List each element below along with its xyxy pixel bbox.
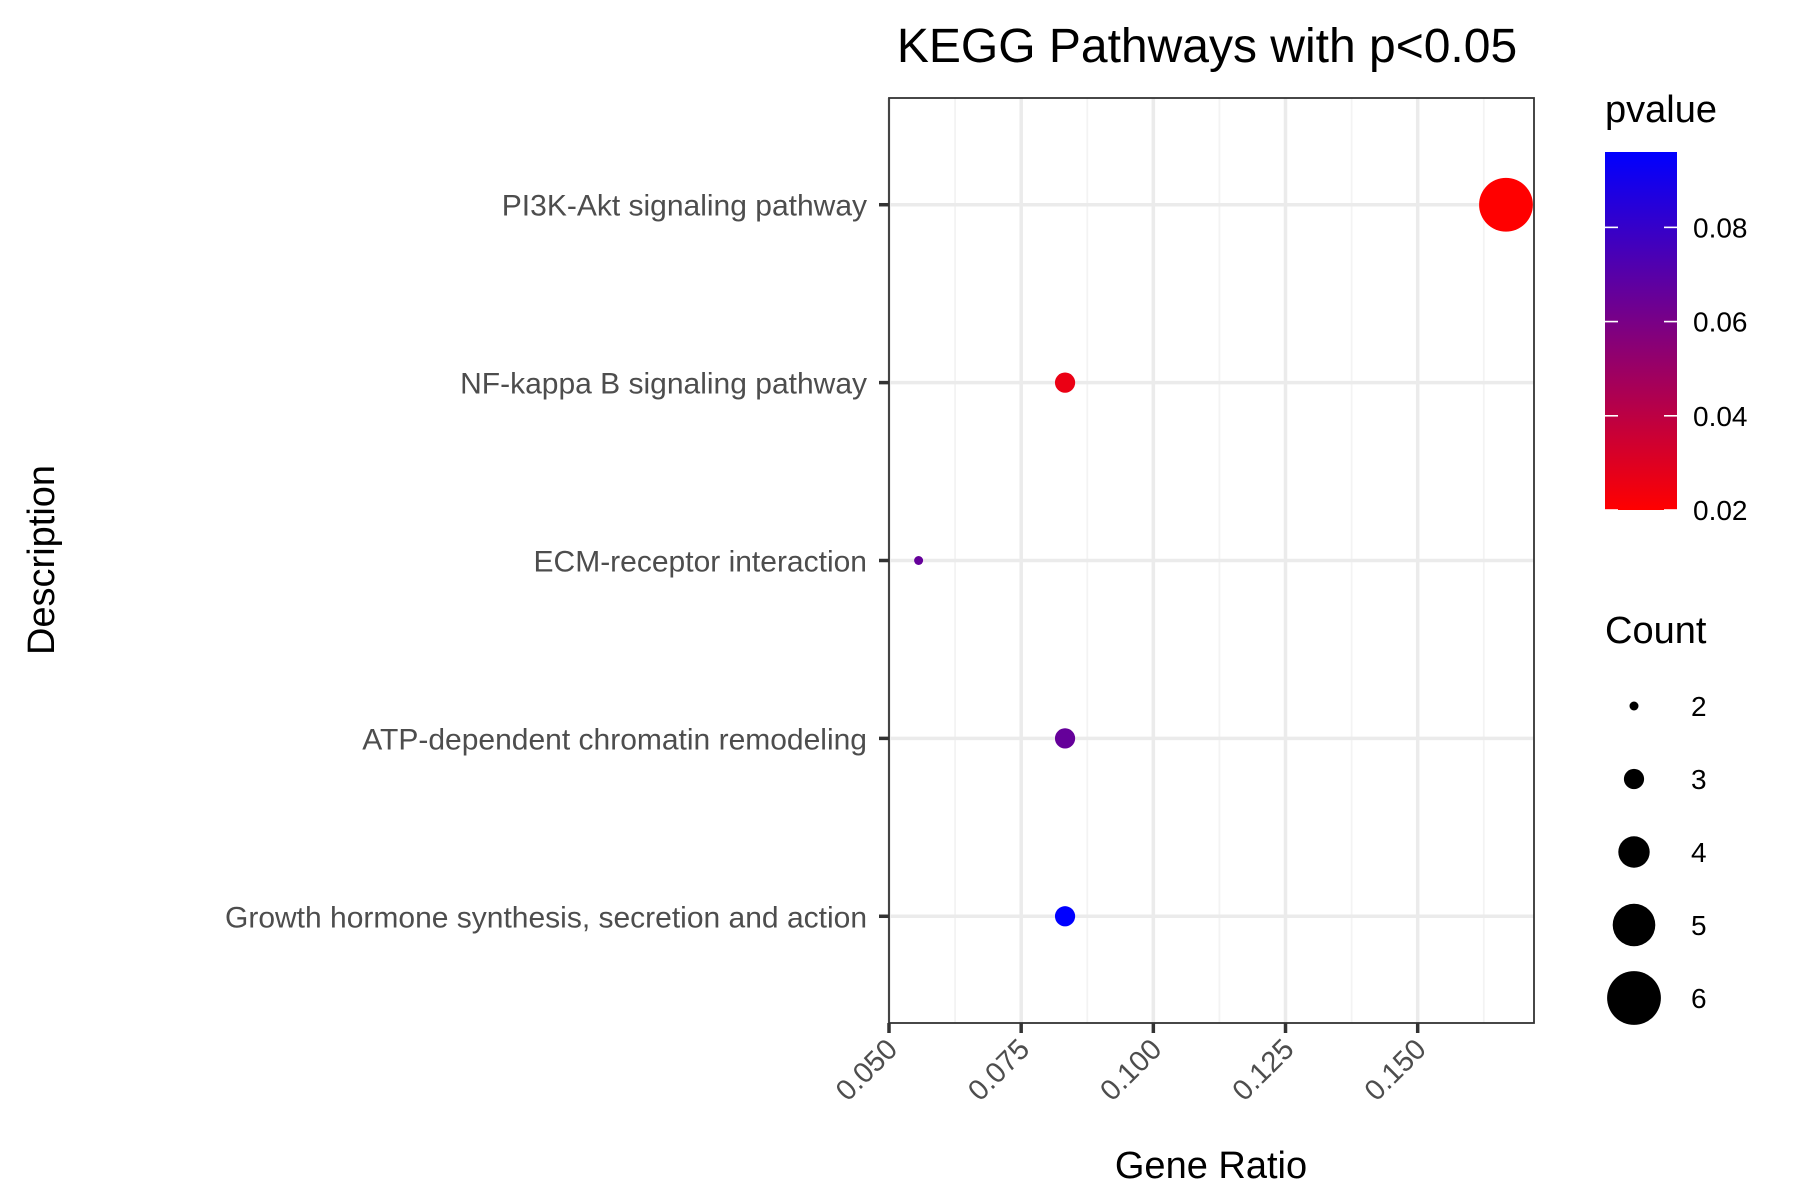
colorbar-tick-label: 0.04 [1693, 401, 1748, 432]
x-tick-label: 0.150 [1359, 1033, 1433, 1107]
pvalue-legend: pvalue 0.02 0.04 0.06 0.08 [1605, 89, 1748, 526]
x-tick-label: 0.075 [962, 1033, 1036, 1107]
count-legend-key [1607, 971, 1661, 1025]
data-point [1054, 906, 1076, 927]
count-legend-label: 2 [1691, 691, 1707, 722]
y-axis: PI3K-Akt signaling pathway NF-kappa B sig… [225, 190, 889, 934]
data-point [1054, 728, 1076, 749]
x-tick-label: 0.050 [830, 1033, 904, 1107]
count-legend-label: 3 [1691, 764, 1707, 795]
colorbar-tick-label: 0.08 [1693, 212, 1748, 243]
data-point [1479, 177, 1533, 232]
count-legend: Count 2 3 4 5 6 [1605, 610, 1707, 1025]
colorbar-tick-label: 0.06 [1693, 307, 1748, 338]
count-legend-label: 6 [1691, 983, 1707, 1014]
colorbar-tick-label: 0.02 [1693, 495, 1748, 526]
data-point [914, 556, 924, 565]
y-tick-label: ATP-dependent chromatin remodeling [362, 723, 867, 756]
grid-lines [887, 98, 1534, 1023]
count-legend-key [1612, 903, 1656, 947]
chart-title: KEGG Pathways with p<0.05 [897, 20, 1517, 73]
pvalue-legend-title: pvalue [1605, 89, 1717, 131]
y-tick-label: NF-kappa B signaling pathway [460, 368, 867, 401]
x-tick-label: 0.125 [1227, 1033, 1301, 1107]
count-legend-key [1618, 836, 1650, 868]
count-legend-key [1623, 768, 1645, 790]
count-legend-key [1629, 701, 1639, 711]
x-tick-label: 0.100 [1094, 1033, 1168, 1107]
count-legend-label: 5 [1691, 910, 1707, 941]
x-axis: 0.050 0.075 0.100 0.125 0.150 [830, 1023, 1433, 1107]
y-tick-label: ECM-receptor interaction [534, 546, 867, 579]
y-axis-title: Description [21, 465, 63, 655]
count-legend-label: 4 [1691, 837, 1707, 868]
data-point [1054, 372, 1076, 393]
data-points [914, 177, 1533, 927]
pvalue-colorbar [1605, 152, 1677, 510]
y-tick-label: PI3K-Akt signaling pathway [502, 190, 867, 223]
y-tick-label: Growth hormone synthesis, secretion and … [225, 901, 867, 934]
count-legend-title: Count [1605, 610, 1707, 652]
x-axis-title: Gene Ratio [1115, 1145, 1307, 1187]
